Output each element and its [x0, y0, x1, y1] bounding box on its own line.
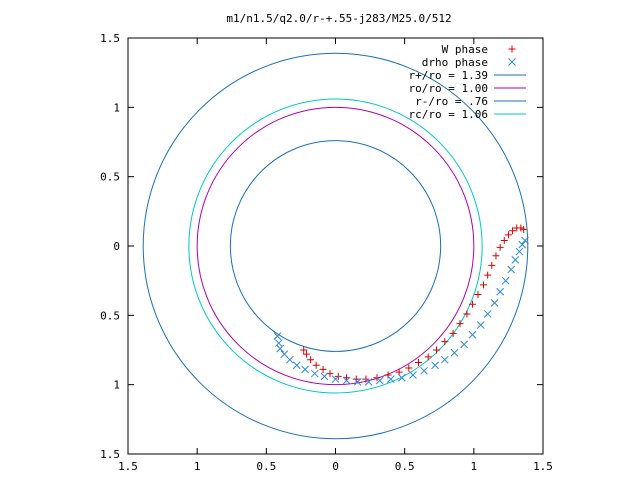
data-series: [273, 224, 529, 386]
xtick-label-5: 1: [471, 460, 478, 473]
point-0-18: [449, 329, 457, 337]
point-0-13: [405, 364, 413, 372]
point-0-27: [496, 243, 504, 251]
point-1-15: [398, 373, 406, 382]
point-1-10: [342, 376, 351, 385]
xtick-label-0: 1.5: [118, 460, 138, 473]
point-1-28: [507, 265, 516, 274]
ytick-label-0: 1.5: [100, 32, 120, 45]
point-0-29: [504, 231, 512, 239]
point-1-21: [460, 340, 469, 349]
point-1-29: [511, 256, 520, 264]
point-1-25: [490, 298, 499, 307]
point-0-23: [480, 281, 488, 289]
point-1-32: [521, 236, 529, 245]
point-0-0: [300, 346, 308, 354]
point-1-11: [353, 378, 362, 386]
point-1-16: [409, 371, 417, 379]
legend-sample-1: [508, 58, 516, 66]
point-0-26: [492, 252, 500, 260]
ytick-label-4: 0.5: [100, 309, 120, 322]
point-0-3: [312, 361, 320, 369]
point-0-22: [474, 291, 482, 299]
point-1-1: [274, 339, 283, 347]
legend-sample-0: [508, 45, 516, 53]
point-1-17: [420, 366, 428, 375]
circle-3: [188, 98, 483, 394]
point-1-5: [292, 361, 301, 370]
legend-label-3: ro/ro = 1.00: [409, 82, 488, 95]
axis-ticks: 1.5 1 0.5 0 0.5 1 1.51.510.500.511.5: [100, 32, 553, 473]
legend-label-4: r-/ro = .76: [415, 95, 488, 108]
legend-label-5: rc/ro = 1.06: [409, 108, 488, 121]
circle-1: [196, 106, 475, 386]
xtick-label-1: 1: [194, 460, 201, 473]
circle-0: [142, 52, 529, 440]
point-1-13: [375, 376, 384, 385]
point-1-6: [301, 365, 309, 374]
chart-title: m1/n1.5/q2.0/r-+.55-j283/M25.0/512: [226, 12, 451, 25]
point-1-23: [476, 321, 485, 329]
point-0-11: [384, 371, 392, 379]
xtick-label-3: 0: [332, 460, 339, 473]
point-1-26: [496, 287, 504, 296]
point-1-9: [331, 375, 340, 383]
point-1-2: [276, 344, 285, 353]
point-0-8: [352, 375, 360, 383]
point-0-15: [424, 353, 432, 361]
point-1-20: [450, 348, 459, 357]
circle-2: [229, 140, 442, 352]
legend-label-2: r+/ro = 1.39: [409, 69, 488, 82]
point-0-28: [500, 236, 508, 244]
point-0-30: [509, 227, 517, 235]
point-0-16: [432, 346, 440, 354]
xtick-label-4: 0.5: [395, 460, 415, 473]
point-0-20: [463, 310, 471, 318]
point-1-0: [273, 332, 282, 340]
point-1-4: [285, 355, 294, 364]
point-0-24: [484, 271, 492, 279]
legend-label-0: W phase: [442, 43, 488, 56]
point-1-8: [320, 372, 329, 381]
ytick-label-6: 1.5: [100, 448, 120, 461]
point-1-19: [440, 355, 449, 364]
series-1: [273, 236, 529, 386]
xtick-label-2: 0.5: [256, 460, 276, 473]
ytick-label-3: 0: [113, 240, 120, 253]
point-1-12: [364, 378, 373, 386]
point-0-1: [302, 350, 310, 358]
point-1-24: [483, 310, 492, 318]
point-1-18: [431, 361, 439, 370]
point-0-19: [456, 320, 464, 328]
point-0-17: [441, 338, 449, 346]
point-1-14: [386, 375, 395, 383]
point-1-22: [468, 330, 477, 339]
ytick-label-5: 1: [113, 379, 120, 392]
point-0-25: [488, 261, 496, 269]
point-0-14: [415, 358, 422, 366]
point-0-21: [468, 300, 476, 308]
point-1-30: [515, 247, 524, 256]
reference-circles: [142, 52, 529, 440]
point-0-4: [319, 365, 327, 373]
point-0-33: [520, 225, 528, 233]
ytick-label-2: 0.5: [100, 171, 120, 184]
point-1-31: [518, 240, 527, 249]
series-0: [300, 224, 528, 383]
point-1-7: [310, 369, 319, 378]
point-1-27: [501, 276, 510, 285]
point-0-2: [307, 356, 315, 364]
ytick-label-1: 1: [113, 101, 120, 114]
legend-label-1: drho phase: [422, 56, 488, 69]
xtick-label-6: 1.5: [533, 460, 553, 473]
